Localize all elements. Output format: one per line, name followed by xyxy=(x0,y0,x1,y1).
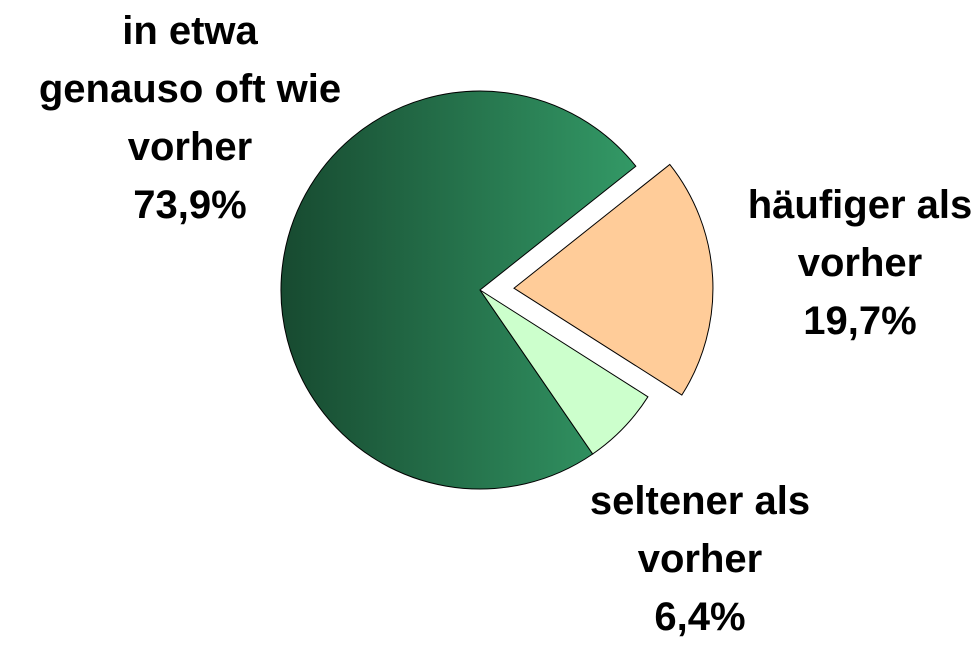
slice-value-label: 6,4% xyxy=(654,595,746,639)
slice-value-label: 19,7% xyxy=(803,299,917,343)
slice-value-label: 73,9% xyxy=(133,183,247,227)
pie-slice xyxy=(513,163,714,396)
slice-label: in etwa genauso oft wie vorher xyxy=(38,9,342,169)
slice-label: häufiger als vorher xyxy=(747,183,973,285)
pie-slice xyxy=(479,289,649,455)
pie-slice xyxy=(280,90,637,490)
slice-label: seltener als vorher xyxy=(589,479,811,581)
